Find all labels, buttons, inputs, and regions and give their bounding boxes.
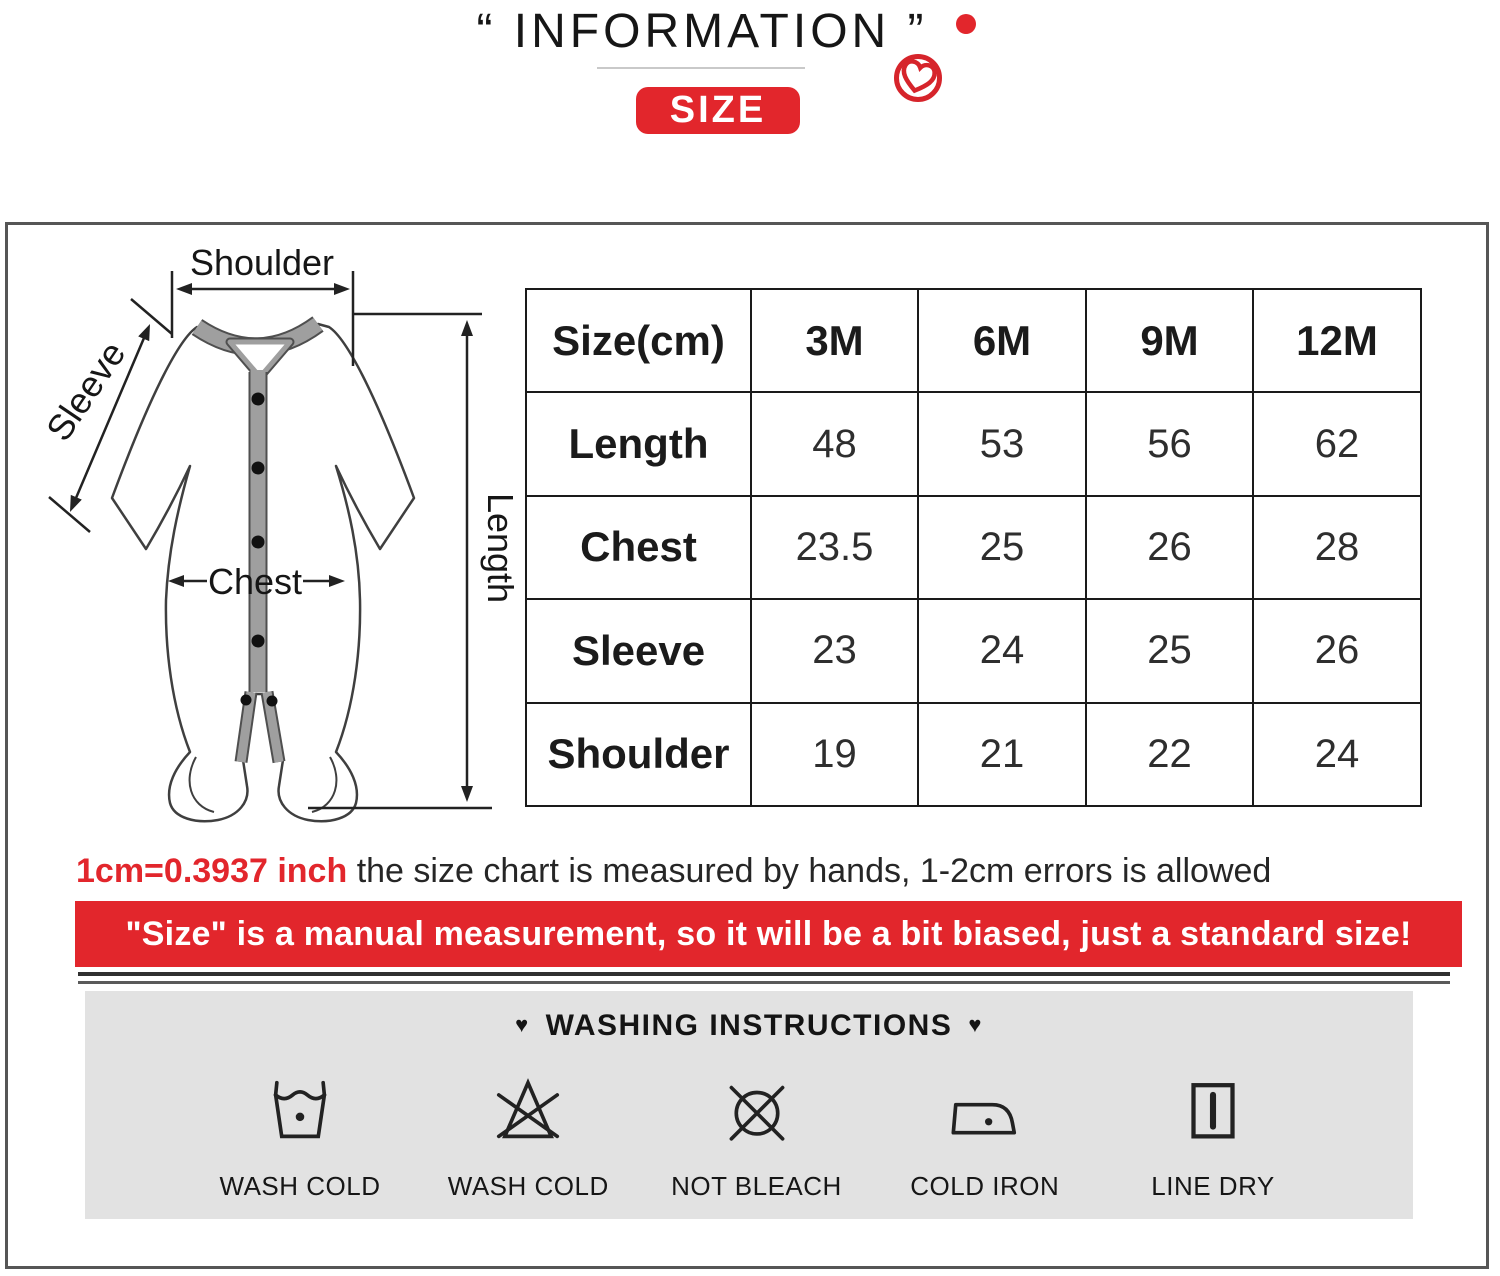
heart-icon: ♥	[515, 1012, 530, 1037]
table-header-row: Size(cm) 3M 6M 9M 12M	[525, 287, 1422, 394]
col-header: 12M	[1252, 287, 1422, 394]
table-cell: 23	[750, 598, 919, 704]
title-divider	[597, 67, 805, 69]
sleeve-tick-top	[130, 298, 173, 335]
col-header: 9M	[1085, 287, 1254, 394]
washing-item: COLD IRON	[885, 1073, 1085, 1202]
row-label: Chest	[525, 494, 752, 601]
iron-dot-icon	[951, 1102, 1016, 1135]
col-header: Size(cm)	[525, 287, 752, 394]
chest-label: Chest	[208, 561, 302, 602]
washing-item: NOT BLEACH	[657, 1073, 857, 1202]
table-cell: 26	[1252, 598, 1422, 704]
measurement-note: 1cm=0.3937 inch the size chart is measur…	[76, 852, 1466, 891]
table-cell: 25	[1085, 598, 1254, 704]
washing-item: WASH COLD	[200, 1073, 400, 1202]
size-table: Size(cm) 3M 6M 9M 12M Length 48 53 56 62…	[525, 287, 1422, 808]
heart-icon: ♥	[968, 1012, 983, 1037]
size-badge-label: SIZE	[669, 89, 767, 131]
washing-item: LINE DRY	[1113, 1073, 1313, 1202]
red-dot-icon	[956, 14, 976, 34]
washing-item-label: COLD IRON	[910, 1171, 1060, 1201]
col-header: 3M	[750, 287, 919, 394]
wash-tub-icon	[273, 1080, 327, 1139]
right-foot-seam	[311, 756, 338, 813]
washing-item-label: LINE DRY	[1151, 1171, 1275, 1201]
table-cell: 24	[917, 598, 1087, 704]
table-cell: 62	[1252, 391, 1422, 497]
washing-item-label: WASH COLD	[447, 1171, 609, 1201]
divider-line-bottom	[78, 981, 1450, 984]
conversion-note: 1cm=0.3937 inch	[76, 852, 348, 890]
row-label: Shoulder	[525, 701, 752, 808]
table-cell: 53	[917, 391, 1087, 497]
heart-stamp-icon	[894, 54, 942, 102]
table-cell: 28	[1252, 494, 1422, 601]
size-badge: SIZE	[636, 87, 800, 134]
crossed-circle-icon	[729, 1085, 784, 1141]
washing-item: WASH COLD	[428, 1073, 628, 1202]
buttons	[240, 392, 278, 707]
content-frame	[5, 222, 1489, 1269]
row-label: Sleeve	[525, 598, 752, 704]
table-cell: 26	[1085, 494, 1254, 601]
garment-measure-diagram: Shoulder Sleeve Chest Length	[38, 242, 521, 823]
table-cell: 22	[1085, 701, 1254, 808]
table-cell: 48	[750, 391, 919, 497]
table-row: Chest 23.5 25 26 28	[525, 494, 1422, 601]
sleeve-label: Sleeve	[38, 334, 134, 448]
table-cell: 19	[750, 701, 919, 808]
col-header: 6M	[917, 287, 1087, 394]
size-disclaimer-banner: "Size" is a manual measurement, so it wi…	[75, 901, 1462, 967]
arrowheads	[70, 283, 473, 802]
table-row: Shoulder 19 21 22 24	[525, 701, 1422, 808]
table-cell: 25	[917, 494, 1087, 601]
table-row: Sleeve 23 24 25 26	[525, 598, 1422, 704]
washing-instructions-panel: ♥ WASHING INSTRUCTIONS ♥ WASH COLD WASH CO…	[85, 991, 1413, 1219]
page-title: “ INFORMATION ”	[476, 5, 928, 58]
shoulder-label: Shoulder	[190, 242, 334, 283]
table-cell: 23.5	[750, 494, 919, 601]
table-cell: 56	[1085, 391, 1254, 497]
washing-heading: ♥ WASHING INSTRUCTIONS ♥	[85, 1009, 1413, 1043]
length-label: Length	[480, 493, 521, 603]
table-cell: 24	[1252, 701, 1422, 808]
square-bar-icon	[1191, 1083, 1235, 1139]
left-foot-seam	[188, 756, 215, 813]
washing-item-label: WASH COLD	[219, 1171, 381, 1201]
divider-line-top	[78, 972, 1450, 976]
neck-trim	[191, 316, 324, 382]
washing-icons-row: WASH COLD WASH COLD NOT BLEACH	[200, 1073, 1313, 1202]
measure-note: the size chart is measured by hands, 1-2…	[347, 852, 1272, 890]
sleeve-arrow-line	[74, 337, 146, 499]
table-row: Length 48 53 56 62	[525, 391, 1422, 497]
dimension-lines	[48, 271, 492, 810]
crossed-triangle-icon	[497, 1078, 560, 1139]
washing-item-label: NOT BLEACH	[671, 1171, 842, 1201]
sleeve-tick-bottom	[48, 496, 91, 533]
table-cell: 21	[917, 701, 1087, 808]
washing-heading-text: WASHING INSTRUCTIONS	[545, 1009, 953, 1042]
banner-text: "Size" is a manual measurement, so it wi…	[125, 914, 1412, 953]
row-label: Length	[525, 391, 752, 497]
